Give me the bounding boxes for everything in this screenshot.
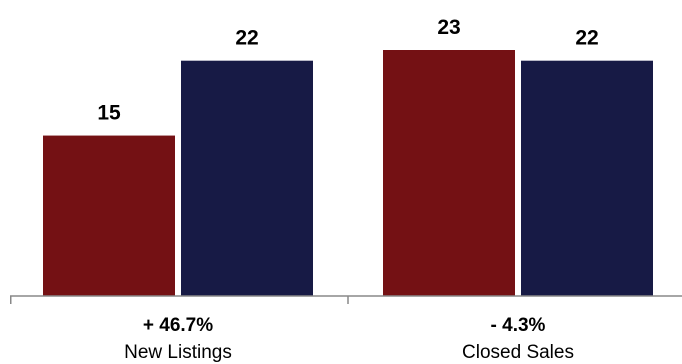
value-label-2-series-1: 23 [437, 16, 460, 39]
value-labels-layer: 15 22 23 22 [97, 16, 598, 125]
value-label-1-series-1: 15 [97, 102, 121, 125]
bar-1-series-2 [181, 60, 313, 297]
value-label-1-series-2: 22 [235, 27, 258, 50]
bar-1-series-1 [43, 135, 175, 296]
category-label-2: Closed Sales [462, 342, 574, 363]
bars-layer [43, 50, 653, 297]
change-label-1: + 46.7% [143, 315, 213, 336]
category-labels: + 46.7% New Listings - 4.3% Closed Sales [124, 315, 574, 363]
bar-2-series-1 [383, 50, 515, 296]
bar-2-series-2 [521, 60, 653, 297]
category-label-1: New Listings [124, 342, 232, 363]
change-label-2: - 4.3% [491, 315, 546, 336]
x-axis [10, 295, 682, 304]
value-label-2-series-2: 22 [575, 27, 598, 50]
